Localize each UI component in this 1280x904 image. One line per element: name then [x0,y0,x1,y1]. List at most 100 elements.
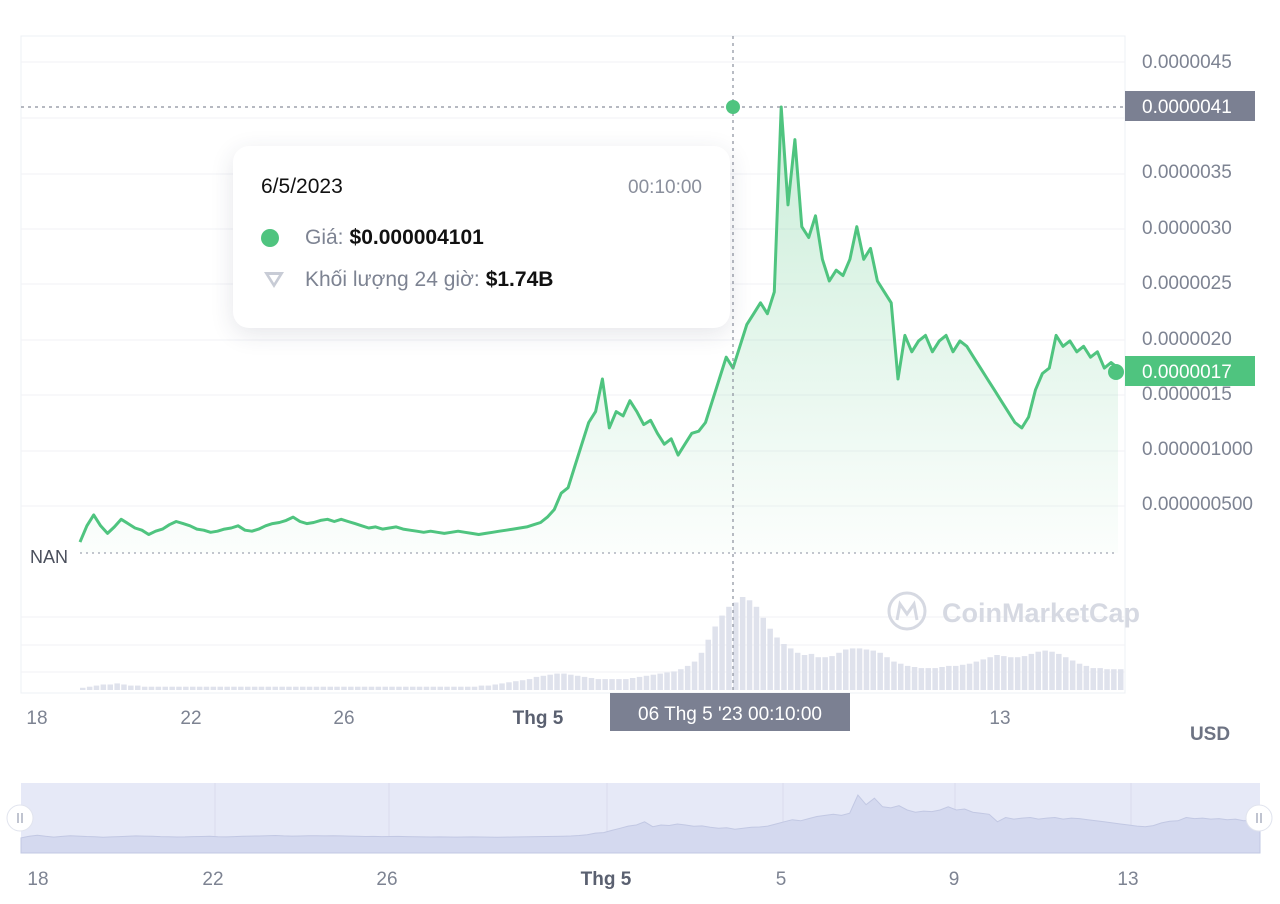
volume-bar [410,686,416,690]
y-tick-label: 0.000001000 [1142,439,1253,460]
volume-bar [114,683,120,690]
volume-bar [636,676,643,690]
volume-bar [526,679,533,690]
price-line-group [78,105,1119,543]
y-tick-label: 0.0000025 [1142,273,1232,294]
volume-bar [389,686,395,690]
volume-bar [135,685,141,690]
navigator-x-tick-label: 22 [202,869,223,890]
tooltip-price-label: Giá: [305,226,344,249]
volume-bar [705,639,711,690]
x-tick-label: Thg 5 [513,708,564,729]
volume-bar [939,667,945,690]
navigator-x-tick-label: 18 [27,869,48,890]
navigator-right-handle[interactable] [1245,804,1273,832]
baseline-label: NAN [30,547,68,567]
volume-bar [650,674,657,690]
tooltip-price-value: $0.000004101 [349,226,484,249]
volume-bar [403,686,409,690]
volume-bar [519,680,526,690]
y-tick-label: 0.000000500 [1142,494,1253,515]
tooltip-volume-label: Khối lượng 24 giờ: [305,268,480,291]
volume-bar [1097,668,1103,690]
volume-bar [533,676,540,690]
volume-bar [657,673,663,690]
volume-bar [141,686,148,690]
y-tick-label: 0.0000030 [1142,218,1232,239]
volume-bar [327,686,333,690]
x-tick-label: 18 [26,708,47,729]
y-tick-label: 0.0000045 [1142,52,1232,73]
range-navigator[interactable]: 18 22 26 Thg 5 5 9 13 [6,783,1273,890]
volume-bar [581,676,588,690]
price-line [78,105,1119,543]
volume-bar [368,686,375,690]
volume-bar [1056,653,1062,690]
volume-bar [1076,663,1083,690]
volume-bar [911,667,918,690]
axis-labels: 0.0000045 0.0000035 0.0000030 0.0000025 0.00… [26,52,1253,745]
coinmarketcap-logo-mark [895,600,919,621]
volume-bar [451,686,457,690]
volume-bar [973,661,980,690]
volume-bar [739,597,746,690]
watermark-group: CoinMarketCap [887,591,1140,631]
volume-bar [231,686,237,690]
volume-bar [258,686,265,690]
volume-bar [513,681,519,690]
volume-bar [794,652,801,690]
volume-bar [932,668,938,690]
volume-bar [1069,660,1076,690]
volume-bar [430,686,437,690]
volume-bars [80,597,1124,690]
volume-bar [416,686,423,690]
crosshair-date-text: 06 Thg 5 '23 00:10:00 [638,704,822,725]
volume-bar [245,686,251,690]
volume-bar [616,679,622,690]
volume-bar [396,686,402,690]
volume-bar [684,665,691,690]
coinmarketcap-logo-icon [887,591,927,631]
volume-shield-icon [264,272,284,288]
volume-bar [712,626,718,690]
navigator-x-tick-label: 26 [376,869,397,890]
volume-bar [279,686,285,690]
navigator-x-tick-label: 13 [1117,869,1138,890]
volume-bar [169,686,175,690]
tooltip-volume-row: Khối lượng 24 giờ: $1.74B [261,267,553,293]
volume-bar [341,686,347,690]
volume-bar [547,674,553,690]
y-tick-label: 0.0000015 [1142,384,1232,405]
volume-bar [561,673,567,690]
volume-bar [1001,656,1007,690]
volume-bar [994,655,1000,690]
volume-bar [726,606,732,690]
volume-bar [629,678,636,690]
volume-bar [265,686,272,690]
tooltip-date: 6/5/2023 [261,175,343,198]
volume-bar [870,650,876,690]
x-tick-label: 13 [989,708,1010,729]
x-tick-label: 26 [333,708,354,729]
volume-bar [1014,657,1021,690]
volume-bar [788,648,794,690]
volume-bar [856,648,863,690]
volume-bar [767,628,773,690]
volume-bar [148,686,155,690]
volume-bar [891,661,897,690]
volume-bar [478,685,485,690]
volume-bar [1042,650,1048,690]
navigator-left-handle[interactable] [6,804,34,832]
volume-bar [251,686,258,690]
volume-bar [155,686,162,690]
volume-bar [107,684,113,690]
current-price-box [1125,356,1255,386]
volume-bar [808,653,815,690]
volume-bar [437,686,443,690]
y-tick-label: 0.0000020 [1142,329,1232,350]
tooltip-price-row: Giá: $0.000004101 [261,226,484,250]
volume-bar [1083,665,1090,690]
x-tick-label: 22 [180,708,201,729]
price-area [80,107,1118,553]
volume-bar [286,686,292,690]
